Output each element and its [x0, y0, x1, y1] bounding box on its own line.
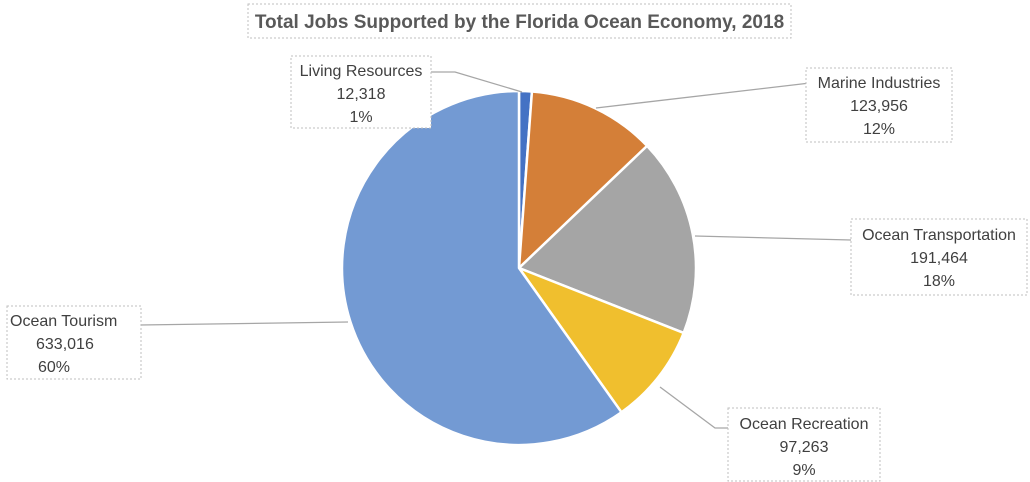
- data-label-ocean-recreation: Ocean Recreation 97,263 9%: [727, 407, 881, 482]
- slice-label-percent: 1%: [349, 109, 372, 126]
- data-label-ocean-tourism: Ocean Tourism 633,016 60%: [6, 305, 142, 380]
- chart-title-box: [247, 3, 792, 39]
- slice-label-value: 123,956: [850, 98, 908, 115]
- slice-label-name: Marine Industries: [818, 75, 941, 92]
- pie-slice-ocean-transportation: [517, 144, 698, 335]
- data-label-living-resources: Living Resources 12,318 1%: [290, 55, 432, 129]
- slice-label-value: 191,464: [910, 250, 968, 267]
- pie-slices: [340, 89, 698, 447]
- slice-label-percent: 18%: [923, 273, 955, 290]
- leader-line-living-resources: [430, 71, 523, 93]
- leader-line-marine-industries: [595, 82, 811, 109]
- pie-slice-ocean-recreation: [517, 266, 685, 414]
- slice-label-name: Ocean Recreation: [740, 416, 869, 433]
- slice-label-percent: 9%: [792, 462, 815, 479]
- data-label-marine-industries: Marine Industries 123,956 12%: [805, 67, 953, 143]
- leader-line-ocean-tourism: [139, 321, 349, 326]
- slice-label-value: 12,318: [337, 86, 386, 103]
- slice-label-value: 633,016: [36, 336, 94, 353]
- slice-label-name: Ocean Tourism: [10, 313, 117, 330]
- leader-line-ocean-recreation: [659, 386, 730, 429]
- slice-label-percent: 12%: [863, 121, 895, 138]
- slice-label-name: Ocean Transportation: [862, 227, 1016, 244]
- chart-title: Total Jobs Supported by the Florida Ocea…: [255, 12, 784, 33]
- leader-line-ocean-transportation: [694, 235, 852, 241]
- slice-label-percent: 60%: [38, 359, 70, 376]
- pie-slice-marine-industries: [517, 90, 649, 270]
- slice-label-value: 97,263: [780, 439, 829, 456]
- data-label-ocean-transportation: Ocean Transportation 191,464 18%: [850, 218, 1028, 296]
- leader-lines: [139, 71, 852, 429]
- slice-label-name: Living Resources: [300, 63, 423, 80]
